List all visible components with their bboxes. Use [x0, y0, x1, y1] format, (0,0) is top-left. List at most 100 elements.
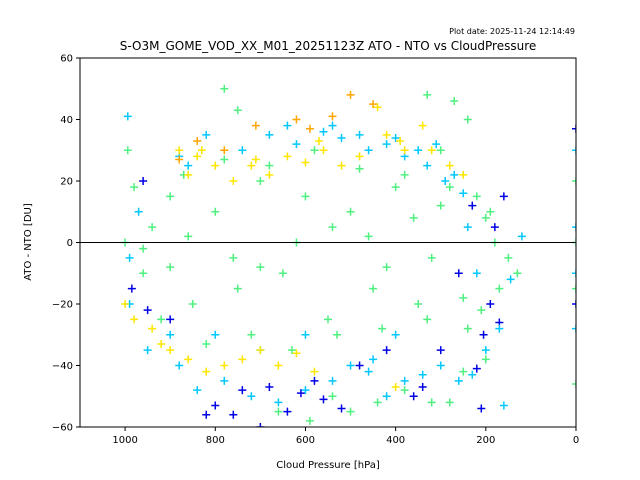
data-point	[301, 158, 310, 167]
data-point	[211, 207, 220, 216]
data-point	[229, 410, 238, 419]
data-point	[283, 407, 292, 416]
data-point	[346, 207, 355, 216]
data-point	[572, 177, 576, 185]
data-point	[373, 398, 382, 407]
data-point	[238, 386, 247, 395]
data-point	[472, 269, 481, 278]
data-point	[400, 170, 409, 179]
data-point	[287, 346, 296, 355]
data-point	[127, 284, 136, 293]
data-point	[436, 146, 445, 155]
data-point	[148, 223, 157, 232]
data-point	[184, 161, 193, 170]
data-point	[256, 346, 265, 355]
data-point	[220, 146, 229, 155]
data-point	[572, 284, 576, 293]
data-point	[468, 370, 477, 379]
data-point	[572, 300, 576, 308]
data-point	[328, 392, 337, 401]
data-point	[450, 97, 459, 106]
data-point	[193, 137, 202, 146]
data-point	[472, 364, 481, 373]
data-point	[400, 146, 409, 155]
data-point	[373, 103, 382, 112]
data-point	[256, 177, 265, 185]
data-point	[247, 330, 256, 339]
data-point	[391, 330, 400, 339]
data-point	[166, 192, 175, 201]
data-point	[391, 383, 400, 392]
data-point	[414, 146, 423, 155]
data-point	[481, 355, 490, 364]
data-point	[125, 253, 134, 262]
scatter-points	[121, 84, 576, 427]
data-point	[472, 192, 481, 201]
data-point	[139, 177, 148, 185]
data-point	[310, 146, 319, 155]
data-point	[233, 106, 242, 115]
data-point	[220, 376, 229, 385]
data-point	[382, 392, 391, 401]
x-tick-label: 0	[573, 435, 579, 446]
data-point	[423, 161, 432, 170]
data-point	[305, 416, 314, 425]
data-point	[355, 130, 364, 139]
data-point	[445, 161, 454, 170]
data-point	[572, 146, 576, 155]
data-point	[292, 140, 301, 149]
data-point	[139, 269, 148, 278]
data-point	[283, 121, 292, 130]
data-point	[459, 189, 468, 198]
data-point	[143, 346, 152, 355]
data-point	[396, 137, 405, 146]
data-point	[301, 330, 310, 339]
data-point	[202, 339, 211, 348]
data-point	[229, 253, 238, 262]
data-point	[418, 383, 427, 392]
data-point	[319, 127, 328, 136]
data-point	[166, 315, 175, 324]
data-point	[193, 386, 202, 395]
y-axis: −60 −40 −20 0 20 40 60	[52, 54, 80, 434]
data-point	[314, 137, 323, 146]
data-point	[229, 177, 238, 185]
data-point	[337, 161, 346, 170]
data-point	[274, 361, 283, 370]
data-point	[265, 170, 274, 179]
data-point	[572, 379, 576, 388]
data-point	[283, 152, 292, 161]
data-point	[486, 300, 495, 308]
data-point	[463, 223, 472, 232]
data-point	[513, 269, 522, 278]
data-point	[400, 386, 409, 395]
data-point	[301, 386, 310, 395]
data-point	[265, 383, 274, 392]
y-tick-label: 40	[60, 115, 73, 126]
data-point	[319, 395, 328, 404]
data-point	[346, 361, 355, 370]
data-point	[220, 84, 229, 93]
data-point	[184, 170, 193, 179]
data-point	[278, 269, 287, 278]
data-point	[188, 300, 197, 308]
data-point	[364, 232, 373, 241]
data-point	[157, 315, 166, 324]
data-point	[292, 115, 301, 124]
data-point	[418, 121, 427, 130]
data-point	[355, 152, 364, 161]
data-point	[310, 367, 319, 376]
data-point	[337, 404, 346, 413]
x-tick-label: 1000	[112, 435, 137, 446]
data-point	[423, 90, 432, 99]
y-tick-label: −20	[52, 300, 73, 311]
data-point	[441, 177, 450, 185]
data-point	[184, 355, 193, 364]
data-point	[130, 315, 139, 324]
data-point	[238, 146, 247, 155]
data-point	[251, 121, 260, 130]
data-point	[364, 367, 373, 376]
x-axis: 1000 800 600 400 200 0	[112, 427, 579, 446]
data-point	[436, 201, 445, 210]
data-point	[166, 263, 175, 272]
